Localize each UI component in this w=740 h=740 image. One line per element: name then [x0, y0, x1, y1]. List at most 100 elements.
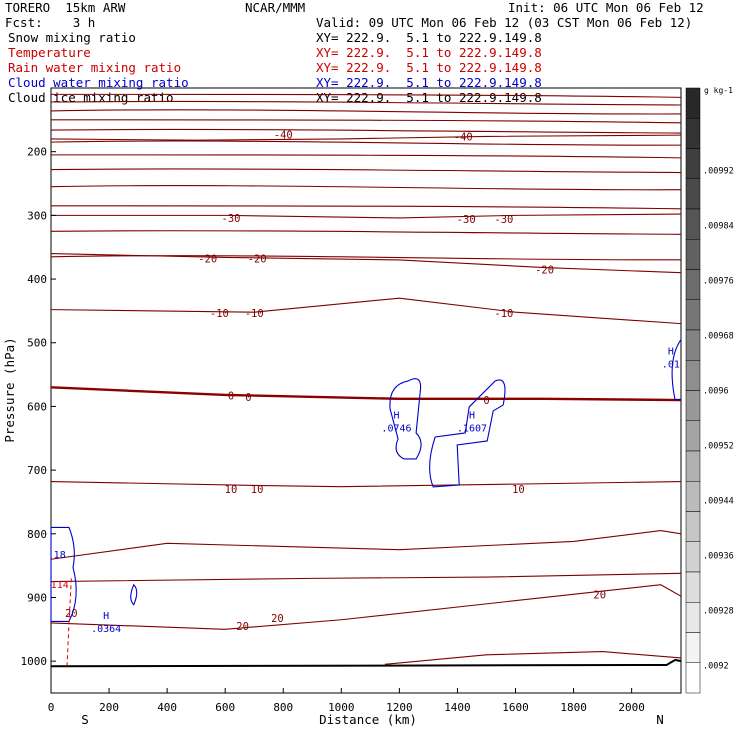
- contour-line: [50, 140, 682, 146]
- plot-frame: [50, 87, 682, 694]
- contour-line: [50, 168, 682, 174]
- x-tick-label: 2000: [618, 701, 645, 714]
- contour-label: 10: [225, 484, 238, 496]
- contour-label: 20: [271, 613, 284, 625]
- colorbar-segment: [685, 511, 701, 542]
- maximum-value: .1607: [457, 423, 487, 434]
- contour-label: -10: [210, 308, 229, 320]
- x-tick-label: 0: [48, 701, 55, 714]
- x-tick-label: 800: [273, 701, 293, 714]
- contour-label: 0: [228, 391, 234, 403]
- colorbar-segment: [685, 299, 701, 331]
- colorbar-label: .00952: [703, 442, 734, 452]
- colorbar-segment: [685, 148, 701, 179]
- edge-label: 114: [51, 580, 69, 591]
- y-tick-label: 700: [27, 464, 47, 477]
- init-label: Init: 06 UTC Mon 06 Feb 12: [508, 0, 704, 15]
- maximum-marker: H: [393, 410, 399, 421]
- contour-label: 10: [512, 484, 525, 496]
- temperature-contour: [50, 584, 682, 630]
- colorbar-segment: [685, 450, 701, 482]
- contour-line: [50, 109, 682, 115]
- y-tick-label: 1000: [21, 655, 48, 668]
- legend-name-snow: Snow mixing ratio: [8, 30, 136, 45]
- colorbar-segment: [685, 329, 701, 361]
- center-label: NCAR/MMM: [245, 0, 306, 15]
- edge-label: 18: [54, 550, 66, 561]
- colorbar-segment: [685, 541, 701, 573]
- y-tick-label: 900: [27, 591, 47, 604]
- contour-line: [50, 205, 682, 210]
- contour-label: -40: [454, 131, 473, 143]
- x-tick-label: 600: [215, 701, 235, 714]
- valid-label: Valid: 09 UTC Mon 06 Feb 12 (03 CST Mon …: [316, 15, 693, 30]
- legend-xy-temperature: XY= 222.9. 5.1 to 222.9.149.8: [316, 45, 542, 60]
- contour-label: -30: [222, 213, 241, 225]
- contour-line: [50, 572, 682, 583]
- colorbar-segment: [685, 632, 701, 663]
- temperature-contour: [50, 481, 682, 488]
- x-tick-label: 1600: [502, 701, 529, 714]
- contour-label: -10: [245, 308, 264, 320]
- colorbar-label: .00968: [703, 332, 734, 342]
- cloud-water-contour: [130, 583, 138, 606]
- cloud-water-contour: [389, 378, 422, 460]
- contour-line: [50, 185, 682, 191]
- cloud-water-contour: [50, 526, 77, 622]
- y-tick-label: 600: [27, 400, 47, 413]
- maximum-value: .01: [662, 360, 680, 371]
- contour-label: -10: [494, 308, 513, 320]
- legend-xy-cloud-ice: XY= 222.9. 5.1 to 222.9.149.8: [316, 90, 542, 105]
- contour-line: [50, 230, 682, 235]
- y-tick-label: 500: [27, 337, 47, 350]
- maximum-value: .0364: [91, 624, 121, 635]
- x-tick-label: 1000: [328, 701, 355, 714]
- y-axis-label: Pressure (hPa): [2, 337, 17, 442]
- contour-label: 20: [236, 621, 249, 633]
- colorbar-segment: [685, 208, 701, 240]
- colorbar-segment: [685, 269, 701, 300]
- colorbar-label: .00992: [703, 167, 734, 177]
- rain-water-contour: [66, 578, 72, 668]
- south-label: S: [81, 712, 89, 727]
- legend-xy-rain: XY= 222.9. 5.1 to 222.9.149.8: [316, 60, 542, 75]
- colorbar-label: .00976: [703, 277, 734, 287]
- contour-line: [50, 128, 682, 134]
- x-axis-label: Distance (km): [319, 712, 417, 727]
- colorbar-segment: [685, 360, 701, 391]
- contour-label: -20: [198, 254, 217, 266]
- maximum-marker: H: [103, 611, 109, 622]
- x-tick-label: 1800: [560, 701, 587, 714]
- contour-line: [50, 93, 682, 98]
- maximum-marker: H: [469, 410, 475, 421]
- fcst-label: Fcst: 3 h: [5, 15, 96, 30]
- contour-line: [50, 530, 682, 560]
- colorbar-label: .00944: [703, 497, 734, 507]
- temperature-contour: [50, 134, 682, 141]
- colorbar-segment: [685, 571, 701, 603]
- temperature-contour: [50, 253, 682, 274]
- colorbar-label: .00936: [703, 552, 734, 562]
- y-tick-label: 300: [27, 209, 47, 222]
- colorbar-segment: [685, 87, 701, 119]
- colorbar-segment: [685, 239, 701, 270]
- contour-line: [50, 119, 682, 124]
- x-tick-label: 200: [99, 701, 119, 714]
- temperature-contour: [50, 386, 682, 402]
- y-tick-label: 400: [27, 273, 47, 286]
- y-tick-label: 200: [27, 146, 47, 159]
- colorbar-segment: [685, 420, 701, 452]
- temperature-contour: [50, 297, 682, 325]
- cloud-water-contour: [671, 339, 682, 401]
- contour-label: 0: [483, 395, 489, 407]
- maximum-marker: H: [668, 347, 674, 358]
- colorbar-label: .00984: [703, 222, 734, 232]
- legend-xy-snow: XY= 222.9. 5.1 to 222.9.149.8: [316, 30, 542, 45]
- terrain-line: [50, 658, 682, 668]
- colorbar-segment: [685, 118, 701, 149]
- contour-line: [50, 100, 682, 106]
- colorbar-label: .0096: [703, 387, 729, 397]
- colorbar-segment: [685, 390, 701, 421]
- colorbar-label: .0092: [703, 662, 729, 672]
- colorbar-segment: [685, 178, 701, 210]
